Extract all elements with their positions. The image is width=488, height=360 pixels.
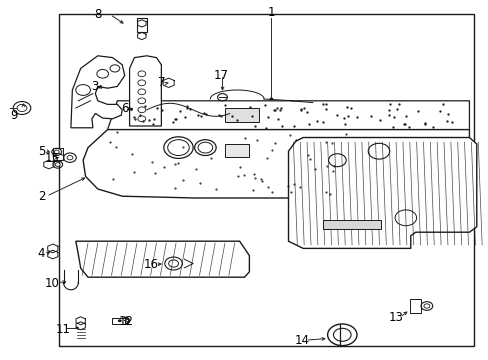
- Circle shape: [55, 163, 60, 166]
- Text: 6: 6: [121, 102, 128, 114]
- Circle shape: [54, 150, 59, 154]
- Text: 17: 17: [213, 69, 228, 82]
- Polygon shape: [76, 241, 249, 277]
- Text: 4: 4: [38, 247, 45, 260]
- Circle shape: [76, 327, 79, 329]
- Text: 5: 5: [38, 145, 45, 158]
- Bar: [59, 14, 473, 346]
- Polygon shape: [83, 130, 468, 198]
- Text: 13: 13: [388, 311, 403, 324]
- Text: 3: 3: [91, 80, 99, 93]
- Polygon shape: [71, 56, 124, 128]
- Circle shape: [17, 104, 27, 112]
- Text: 9: 9: [10, 109, 18, 122]
- Polygon shape: [129, 56, 161, 126]
- Text: 16: 16: [144, 258, 159, 271]
- Polygon shape: [107, 101, 468, 130]
- Text: 14: 14: [294, 334, 309, 347]
- Circle shape: [269, 98, 273, 100]
- Polygon shape: [288, 138, 476, 248]
- Polygon shape: [53, 148, 62, 160]
- Text: 1: 1: [267, 6, 275, 19]
- Polygon shape: [322, 220, 381, 229]
- Text: 12: 12: [119, 315, 133, 328]
- Text: 7: 7: [157, 76, 165, 89]
- Circle shape: [118, 319, 122, 322]
- Text: 10: 10: [45, 277, 60, 290]
- Polygon shape: [224, 108, 259, 122]
- Text: 15: 15: [45, 152, 60, 165]
- Text: 2: 2: [38, 190, 45, 203]
- Polygon shape: [409, 299, 420, 313]
- Circle shape: [423, 304, 429, 308]
- Polygon shape: [137, 18, 146, 32]
- Text: 8: 8: [94, 8, 102, 21]
- Polygon shape: [112, 318, 124, 324]
- Text: 11: 11: [56, 323, 71, 336]
- Polygon shape: [224, 144, 249, 157]
- Circle shape: [67, 156, 73, 160]
